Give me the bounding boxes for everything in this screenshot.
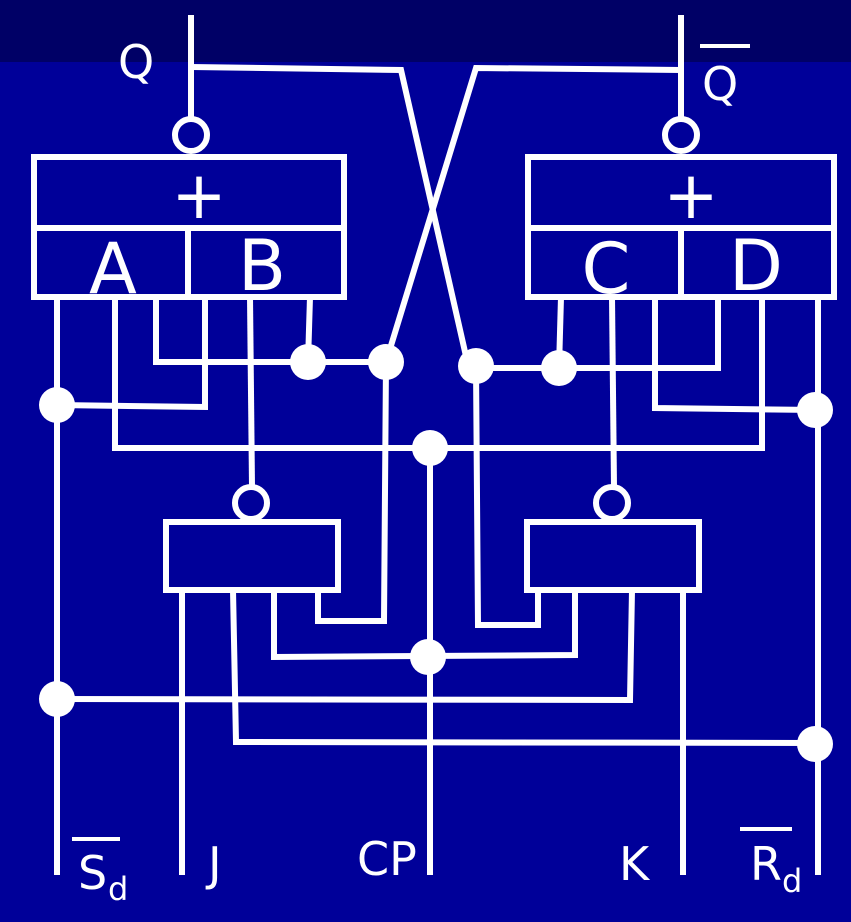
left-steering-gate-bubble <box>232 484 270 522</box>
gate-d-label: D <box>729 225 783 307</box>
rd-input-label: R <box>750 837 782 891</box>
sd-input-label: S <box>78 846 107 900</box>
left-nor-output-bubble <box>172 116 210 154</box>
junction-dot <box>797 392 833 428</box>
gate-b-label: B <box>238 225 286 307</box>
junction-dot <box>39 387 75 423</box>
junction-dot <box>458 348 494 384</box>
right-aoi-gate <box>525 154 837 300</box>
cp-input-label: CP <box>357 832 417 886</box>
junction-dot <box>797 726 833 762</box>
junction-dot <box>412 430 448 466</box>
k-input-label: K <box>619 837 651 891</box>
right-or-plus-symbol: + <box>663 157 718 234</box>
gate-c-label: C <box>582 228 631 310</box>
rd-input-subscript: d <box>782 862 802 900</box>
output-wires <box>188 15 684 366</box>
gate-a-label: A <box>89 228 137 310</box>
right-steering-gate <box>524 519 702 593</box>
right-nor-output-bubble <box>662 116 700 154</box>
left-or-plus-symbol: + <box>171 157 226 234</box>
left-aoi-gate <box>31 154 347 300</box>
left-steering-gate <box>163 519 341 593</box>
sd-input-subscript: d <box>108 870 128 908</box>
top-band <box>0 0 851 62</box>
q-output-label: Q <box>118 35 154 89</box>
junction-dot <box>368 344 404 380</box>
junction-dot <box>290 344 326 380</box>
junction-dot <box>410 639 446 675</box>
q-bar-output-label: Q <box>702 57 738 111</box>
right-steering-gate-bubble <box>593 484 631 522</box>
j-input-label: J <box>205 837 222 891</box>
junction-dot <box>39 681 75 717</box>
junction-dot <box>541 350 577 386</box>
junction-dots <box>39 344 833 762</box>
